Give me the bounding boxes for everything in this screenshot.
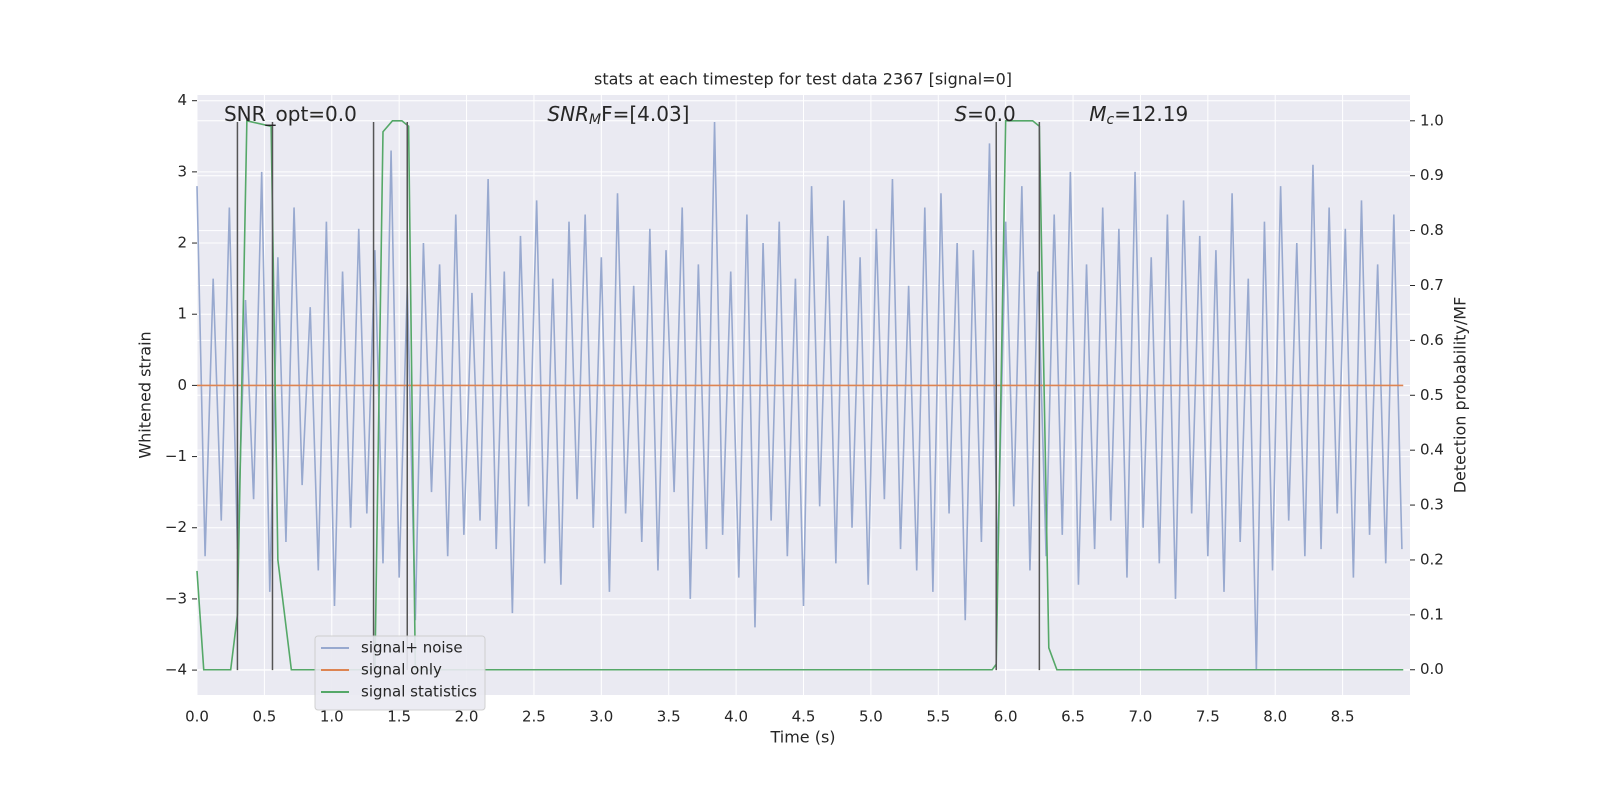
- annotation: Mc=12.19: [1089, 101, 1188, 128]
- x-tick-label: 0.5: [252, 708, 276, 726]
- x-tick-label: 5.5: [926, 708, 950, 726]
- x-tick-label: 4.5: [792, 708, 816, 726]
- x-tick-label: 6.0: [994, 708, 1018, 726]
- annotation-text: F=[4.03]: [601, 101, 689, 125]
- annotation-text: =12.19: [1114, 101, 1188, 125]
- annotation: SNR_opt=0.0: [224, 101, 357, 125]
- y2-tick-label: 0.8: [1420, 221, 1444, 239]
- x-tick-label: 7.0: [1129, 708, 1153, 726]
- annotation: SNRMF=[4.03]: [547, 101, 689, 128]
- y-tick-label: −2: [165, 518, 187, 536]
- legend-box: [314, 635, 486, 711]
- annotation: S=0.0: [954, 101, 1015, 125]
- y-tick-label: −3: [165, 589, 187, 607]
- x-tick-label: 3.0: [589, 708, 613, 726]
- legend-label: signal only: [361, 661, 442, 679]
- x-tick-label: 4.0: [724, 708, 748, 726]
- y-tick-label: 3: [177, 162, 187, 180]
- chart-title: stats at each timestep for test data 236…: [594, 70, 1012, 89]
- x-tick-label: 8.0: [1263, 708, 1287, 726]
- series-line: [196, 122, 1403, 671]
- y2-axis-label: Detection probability/MF: [1451, 297, 1470, 494]
- y-axis-label: Whitened strain: [136, 331, 155, 458]
- y-tick-label: 0: [177, 376, 187, 394]
- y-tick-label: −1: [165, 447, 187, 465]
- x-tick-label: 2.5: [522, 708, 546, 726]
- legend-label: signal statistics: [361, 683, 477, 701]
- x-tick-label: 8.5: [1331, 708, 1355, 726]
- y-tick-label: 1: [177, 305, 187, 323]
- x-tick-label: 7.5: [1196, 708, 1220, 726]
- legend-label: signal+ noise: [361, 639, 463, 657]
- x-tick-label: 5.0: [859, 708, 883, 726]
- x-axis-label: Time (s): [769, 728, 835, 747]
- annotation-text: =0.0: [967, 101, 1016, 125]
- labels: 0.0 0.5 1.0 1.5 2.0 2.5 3.0 3.5 4.0 4.5 5.0 5.5 6.0 6…: [165, 91, 1444, 725]
- y2-tick-label: 0.4: [1420, 441, 1444, 459]
- series-line: [196, 119, 1404, 671]
- y2-tick-label: 0.9: [1420, 166, 1444, 184]
- y2-tick-label: 0.2: [1420, 550, 1444, 568]
- y-tick-label: 2: [177, 234, 187, 252]
- x-tick-label: 1.0: [320, 708, 344, 726]
- annotation-italic: S: [954, 101, 967, 125]
- y2-tick-label: 0.7: [1420, 276, 1444, 294]
- annotation-italic: SNR: [547, 101, 589, 125]
- x-tick-label: 6.5: [1061, 708, 1085, 726]
- grid: [196, 95, 1410, 695]
- y2-tick-label: 0.1: [1420, 605, 1444, 623]
- y2-tick-label: 0.0: [1420, 660, 1444, 678]
- annotation-sub: c: [1106, 112, 1114, 128]
- annotation-text: SNR_opt=0.0: [224, 101, 357, 125]
- y-tick-label: 4: [177, 91, 187, 109]
- y-tick-label: −4: [165, 661, 187, 679]
- x-tick-label: 2.0: [455, 708, 479, 726]
- x-tick-label: 1.5: [387, 708, 411, 726]
- annotation-sub: M: [589, 112, 601, 128]
- y2-tick-label: 1.0: [1420, 111, 1444, 129]
- x-tick-label: 3.5: [657, 708, 681, 726]
- y2-tick-label: 0.5: [1420, 386, 1444, 404]
- x-tick-label: 0.0: [185, 708, 209, 726]
- annotation-italic: M: [1089, 101, 1106, 125]
- y2-tick-label: 0.6: [1420, 331, 1444, 349]
- y2-tick-label: 0.3: [1420, 496, 1444, 514]
- marks: [196, 119, 1404, 671]
